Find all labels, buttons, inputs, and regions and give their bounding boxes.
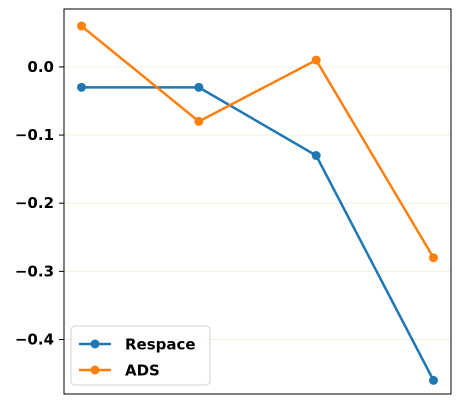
data-point xyxy=(194,82,204,92)
data-point xyxy=(77,21,86,31)
data-point xyxy=(429,253,438,263)
plot-series xyxy=(77,21,438,385)
data-point xyxy=(77,82,86,92)
legend-label: Respace xyxy=(125,336,196,354)
y-tick-label: 0.0 xyxy=(27,58,54,76)
series-line-1 xyxy=(80,25,435,259)
data-point xyxy=(311,55,321,65)
legend-swatch-marker xyxy=(90,365,100,375)
grid-lines xyxy=(64,66,451,340)
y-tick-label: −0.2 xyxy=(15,194,54,212)
plot-area-frame xyxy=(63,8,452,395)
y-tick-label: −0.1 xyxy=(15,126,54,144)
data-point xyxy=(194,116,204,126)
legend: Respace ADS xyxy=(70,325,211,386)
y-axis: 0.0 −0.1 −0.2 −0.3 −0.4 xyxy=(15,58,64,348)
y-tick-label: −0.3 xyxy=(15,262,54,280)
data-point xyxy=(311,151,321,161)
data-point xyxy=(429,375,438,385)
y-tick-label: −0.4 xyxy=(15,330,54,348)
series-line-0 xyxy=(81,86,435,381)
legend-label: ADS xyxy=(125,362,160,380)
legend-swatch-marker xyxy=(90,339,100,349)
